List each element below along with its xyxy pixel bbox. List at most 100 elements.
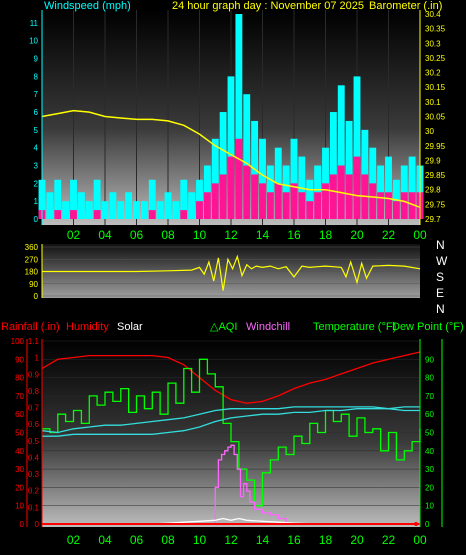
gust-bar	[180, 179, 188, 219]
wind-y-tick: 11	[30, 19, 39, 28]
temp-x-tick: 04	[98, 533, 112, 547]
gust-bar	[172, 201, 180, 219]
direction-line	[42, 254, 421, 291]
dewpoint-line	[41, 406, 420, 434]
direction-y-tick: 360	[25, 243, 39, 252]
gust-bar	[54, 179, 62, 219]
baro-y-tick: 30.25	[425, 54, 446, 63]
wind-y-tick: 1	[34, 197, 39, 206]
wind-y-tick: 2	[34, 179, 39, 188]
wind-y-tick: 9	[34, 55, 39, 64]
wind-y-tick: 3	[34, 162, 39, 171]
baro-y-tick: 30.2	[425, 69, 441, 78]
rain-y-tick: 0.3	[28, 470, 40, 479]
temp-x-tick: 10	[193, 533, 207, 547]
wind-bar	[298, 192, 306, 219]
wind-x-tick: 06	[130, 228, 144, 242]
legend-temperature: Temperature (°F)	[313, 321, 396, 333]
temp-y-tick: 70	[425, 392, 434, 401]
percent-y-tick: 70	[15, 392, 24, 401]
gust-bar	[85, 201, 93, 219]
wind-bar	[54, 210, 62, 219]
wind-x-tick: 08	[161, 228, 175, 242]
wind-bar	[408, 192, 416, 219]
wind-bar	[314, 192, 322, 219]
wind-bar	[290, 183, 298, 219]
solar-line	[152, 517, 318, 525]
direction-y-tick: 270	[25, 255, 39, 264]
legend-aqi: △AQI	[210, 321, 237, 333]
temp-y-tick: 50	[425, 429, 434, 438]
compass-s: S	[436, 270, 444, 284]
temp-x-tick: 08	[161, 533, 175, 547]
gust-bar	[46, 192, 54, 219]
gust-bar	[164, 192, 172, 219]
rain-y-tick: 0.8	[28, 387, 40, 396]
rain-y-tick: 0.7	[28, 404, 40, 413]
wind-bar	[329, 174, 337, 219]
wind-bar	[322, 183, 329, 219]
wind-x-tick: 20	[350, 228, 364, 242]
wind-bar	[219, 174, 227, 219]
triangle-icon: △	[210, 321, 219, 333]
gust-bar	[337, 85, 345, 219]
gust-bar	[345, 120, 353, 219]
gust-bar	[290, 138, 298, 219]
legend-rainfall: Rainfall (.in)	[1, 321, 60, 333]
legend-dewpoint: Dew Point (°F)	[392, 321, 464, 333]
wind-y-tick: 8	[34, 72, 39, 81]
wind-bar	[266, 192, 274, 219]
baro-y-tick: 30.3	[425, 39, 441, 48]
rain-end-marker	[414, 522, 418, 526]
wind-y-tick: 10	[29, 37, 38, 46]
wind-bar	[251, 174, 259, 219]
gust-bar	[196, 179, 203, 219]
compass-w: W	[436, 254, 448, 268]
gust-bar	[188, 192, 196, 219]
wind-x-tick: 04	[98, 228, 112, 242]
gust-bar	[101, 201, 109, 219]
gust-bar	[109, 192, 117, 219]
gust-bar	[211, 138, 219, 219]
gust-bar	[243, 94, 251, 219]
rain-y-tick: 0.1	[28, 503, 40, 512]
wind-x-tick: 00	[413, 228, 427, 242]
wind-y-tick: 4	[34, 144, 39, 153]
temp-y-tick: 60	[425, 410, 434, 419]
gust-bar	[62, 201, 70, 219]
gust-bar	[148, 179, 156, 219]
temp-x-tick: 00	[413, 533, 427, 547]
rain-y-tick: 0	[35, 520, 40, 529]
baro-y-tick: 29.7	[425, 215, 441, 224]
legend-humidity: Humidity	[66, 321, 109, 333]
gust-bar	[133, 201, 140, 219]
wind-bar	[385, 192, 392, 219]
gust-bar	[125, 192, 133, 219]
wind-bar	[203, 192, 211, 219]
gust-bar	[385, 156, 392, 219]
percent-y-tick: 30	[15, 465, 24, 474]
wind-x-tick: 02	[67, 228, 81, 242]
rain-y-tick: 0.2	[28, 487, 40, 496]
baro-y-tick: 30.4	[425, 10, 441, 19]
wind-bar	[243, 165, 251, 219]
wind-bar	[282, 192, 290, 219]
gust-bar	[219, 112, 227, 219]
percent-y-tick: 90	[15, 355, 24, 364]
windspeed-label: Windspeed (mph)	[44, 0, 131, 12]
rain-y-tick: 0.9	[28, 370, 40, 379]
temp-y-tick: 30	[425, 465, 434, 474]
gust-bar	[306, 179, 314, 219]
dewpoint_lower-line	[42, 406, 420, 437]
temp-y-tick: 20	[425, 483, 434, 492]
temp-y-tick: 90	[425, 355, 434, 364]
percent-y-tick: 100	[11, 337, 25, 346]
baro-y-tick: 29.8	[425, 186, 441, 195]
gust-bar	[70, 179, 77, 219]
temp-x-tick: 20	[350, 533, 364, 547]
wind-bar	[227, 156, 235, 219]
temp-y-tick: 10	[425, 502, 434, 511]
percent-y-tick: 50	[15, 429, 24, 438]
wind-y-tick: 6	[34, 108, 39, 117]
